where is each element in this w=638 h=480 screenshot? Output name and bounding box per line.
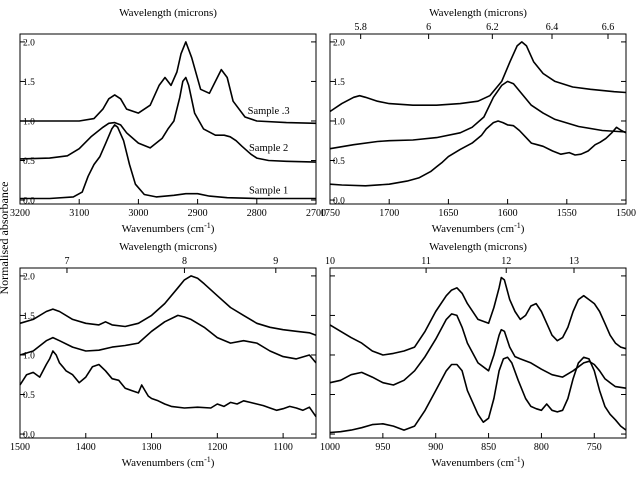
x-tick-label: 900 [428,442,443,453]
y-tick-label: 1.5 [23,78,35,88]
x-tick-label: 3000 [128,208,148,219]
y-tick-label: 0.5 [23,157,35,167]
top-axis-label: Wavelength (microns) [119,241,217,253]
y-tick-label: 0.5 [333,157,345,167]
top-axis-label: Wavelength (microns) [429,7,527,19]
top-tick-label: 10 [325,256,335,267]
panel-top-right: 1750 1700 1650 1600 1550 1500 5.8 6 6.2 6.4 6.6 0.0… [320,7,636,235]
spectrum-line-3 [329,356,627,434]
x-tick-label: 1300 [142,442,162,453]
x-tick-label: 2700 [306,208,326,219]
spectrum-line-3 [20,124,316,200]
y-tick-label: 1.5 [333,78,345,88]
top-tick-label: 6.4 [546,22,559,33]
plot-frame [19,267,317,439]
x-tick-label: 1500 [616,208,636,219]
sample-label: Sample 2 [249,143,288,154]
x-tick-label: 750 [587,442,602,453]
x-tick-label: 1100 [273,442,293,453]
y-tick-label: 2.0 [23,38,35,48]
spectrum-line-2 [19,314,317,364]
sample-label: Sample .3 [248,106,290,117]
x-tick-label: 1500 [10,442,30,453]
y-tick-label: 0.0 [23,431,35,441]
x-axis-label: Wavenumbers (cm-1) [122,221,215,235]
x-tick-label: 2900 [188,208,208,219]
x-tick-label: 850 [481,442,496,453]
x-tick-label: 1700 [379,208,399,219]
x-tick-label: 1600 [498,208,518,219]
top-tick-label: 5.8 [354,22,367,33]
top-tick-label: 6.6 [602,22,615,33]
y-tick-label: 1.5 [23,312,35,322]
x-tick-label: 1550 [557,208,577,219]
top-tick-label: 8 [182,256,187,267]
spectrum-line-1 [19,275,317,336]
top-tick-label: 6.2 [486,22,499,33]
y-tick-label: 0.5 [23,391,35,401]
x-tick-label: 1200 [207,442,227,453]
top-axis-label: Wavelength (microns) [429,241,527,253]
top-tick-label: 13 [569,256,579,267]
x-tick-label: 1400 [76,442,96,453]
x-tick-label: 1650 [438,208,458,219]
top-tick-label: 7 [64,256,69,267]
plot-frame [19,33,317,205]
y-tick-label: 0.0 [333,197,345,207]
spectrum-line-3 [19,350,317,418]
spectrum-line-1 [329,276,627,356]
panel-bottom-right: 1000 950 900 850 800 750 10 11 12 13 Wavelength (m… [320,241,627,469]
y-tick-label: 1.0 [333,117,345,127]
x-axis-label: Wavenumbers (cm-1) [122,455,215,469]
x-tick-label: 3200 [10,208,30,219]
y-tick-label: 1.0 [23,117,35,127]
x-axis-label: Wavenumbers (cm-1) [432,221,525,235]
x-tick-label: 1000 [320,442,340,453]
x-tick-label: 2800 [247,208,267,219]
shared-y-axis-label: Normalised absorbance [0,182,11,295]
x-tick-label: 800 [534,442,549,453]
top-tick-label: 9 [273,256,278,267]
x-tick-label: 1750 [320,208,340,219]
y-tick-label: 0.0 [23,197,35,207]
x-tick-label: 3100 [69,208,89,219]
spectrum-line-1 [329,41,627,113]
spectrum-line-2 [329,80,627,150]
top-tick-label: 12 [501,256,511,267]
plot-frame [329,267,627,439]
x-axis-label: Wavenumbers (cm-1) [432,455,525,469]
spectrum-line-3 [329,120,627,187]
spectrum-line-2 [329,313,627,389]
spectrum-line-2 [19,76,317,163]
top-axis-label: Wavelength (microns) [119,7,217,19]
x-tick-label: 950 [375,442,390,453]
y-tick-label: 1.0 [23,351,35,361]
panel-bottom-left: 1500 1400 1300 1200 1100 7 8 9 0.0 0.5 1.0 1.5 2.0 Wa… [10,241,317,469]
y-tick-label: 2.0 [23,272,35,282]
plot-frame [329,33,627,205]
y-tick-label: 2.0 [333,38,345,48]
sample-label: Sample 1 [249,186,288,197]
panel-top-left: 3200310030002900280027003.23.33.43.53.63… [10,7,326,235]
top-tick-label: 6 [426,22,431,33]
top-tick-label: 11 [421,256,431,267]
spectrum-line-1 [20,41,317,125]
